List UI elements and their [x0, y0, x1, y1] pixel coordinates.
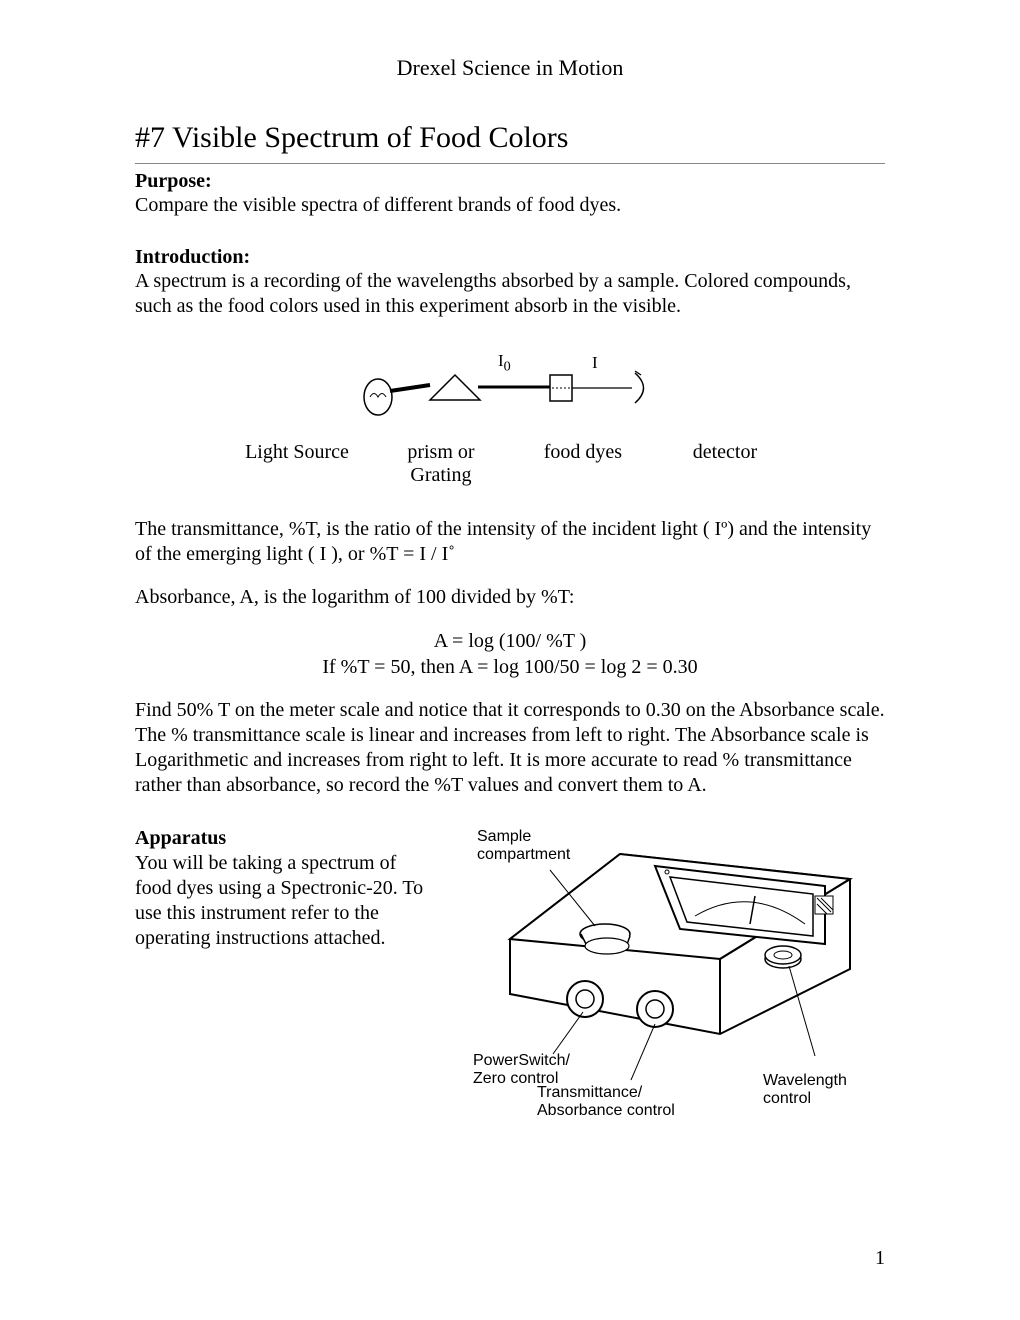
introduction-body: A spectrum is a recording of the wavelen…	[135, 269, 885, 319]
label-food-dyes: food dyes	[533, 441, 633, 487]
equation-line-1: A = log (100/ %T )	[434, 630, 587, 652]
i-label: I	[592, 353, 598, 373]
purpose-body: Compare the visible spectra of different…	[135, 193, 885, 218]
optical-path-diagram: I0 I	[360, 355, 660, 425]
absorbance-intro: Absorbance, A, is the logarithm of 100 d…	[135, 585, 885, 610]
transmittance-paragraph: The transmittance, %T, is the ratio of t…	[135, 517, 885, 567]
label-light-source: Light Source	[245, 441, 349, 487]
label-transmittance-control: Transmittance/ Absorbance control	[537, 1084, 675, 1121]
document-title: #7 Visible Spectrum of Food Colors	[135, 121, 885, 155]
label-detector: detector	[675, 441, 775, 487]
spectronic-20-figure: Sample compartment PowerSwitch/ Zero con…	[455, 824, 885, 1124]
diagram-labels-row: Light Source prism or Grating food dyes …	[135, 441, 885, 487]
apparatus-section: Apparatus You will be taking a spectrum …	[135, 824, 885, 1124]
apparatus-body: You will be taking a spectrum of food dy…	[135, 852, 423, 949]
equation-line-2: If %T = 50, then A = log 100/50 = log 2 …	[322, 656, 697, 678]
page-header: Drexel Science in Motion	[135, 55, 885, 81]
i0-label: I0	[498, 351, 511, 375]
title-rule	[135, 163, 885, 164]
scale-paragraph: Find 50% T on the meter scale and notice…	[135, 698, 885, 798]
page-number: 1	[875, 1247, 885, 1270]
document-page: Drexel Science in Motion #7 Visible Spec…	[0, 0, 1020, 1320]
label-prism: prism or Grating	[391, 441, 491, 487]
label-wavelength-control: Wavelength control	[763, 1072, 847, 1109]
label-sample-compartment: Sample compartment	[477, 828, 570, 865]
introduction-heading: Introduction:	[135, 246, 885, 269]
apparatus-heading: Apparatus	[135, 826, 435, 851]
equation-block: A = log (100/ %T ) If %T = 50, then A = …	[135, 628, 885, 680]
purpose-heading: Purpose:	[135, 170, 885, 193]
apparatus-text-col: Apparatus You will be taking a spectrum …	[135, 824, 435, 951]
